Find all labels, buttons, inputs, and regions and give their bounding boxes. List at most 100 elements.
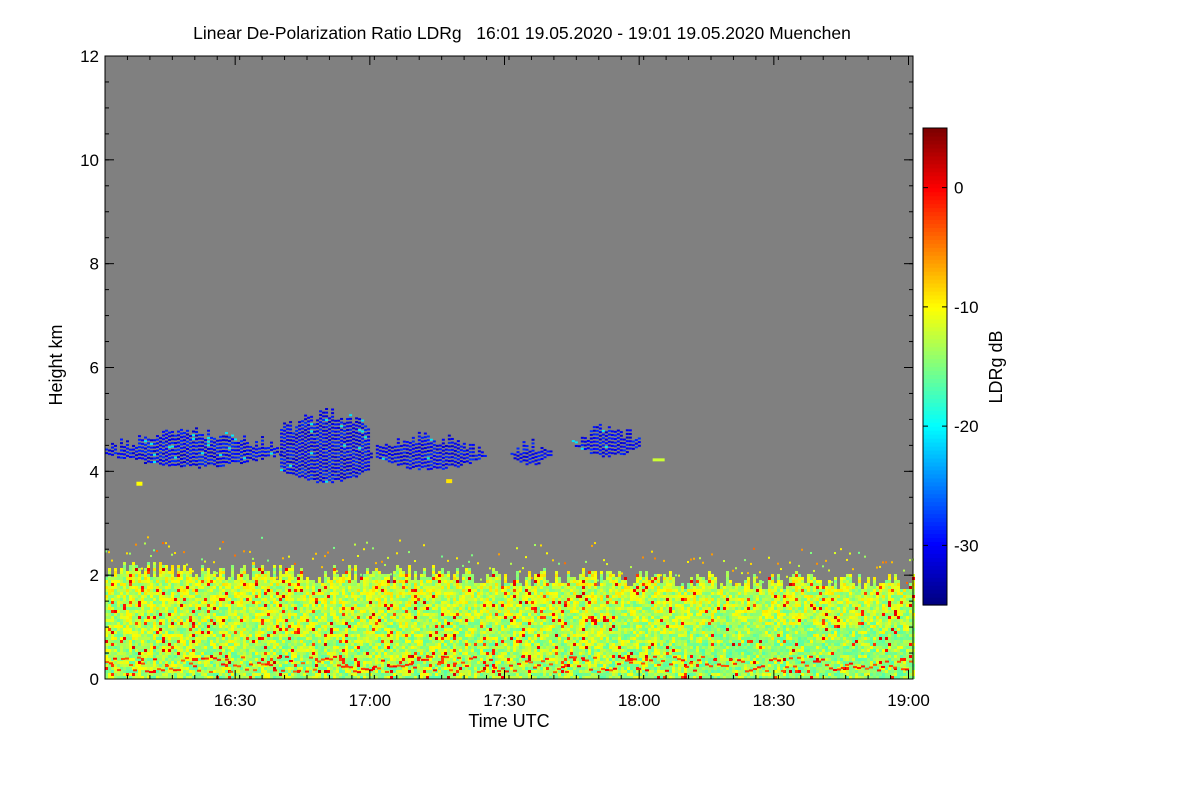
aerosol-cell bbox=[489, 649, 492, 652]
aerosol-cell bbox=[327, 634, 330, 637]
aerosol-cell bbox=[141, 667, 144, 670]
aerosol-cell bbox=[198, 616, 201, 619]
aerosol-cell bbox=[333, 664, 336, 667]
aerosol-cell bbox=[303, 595, 306, 598]
aerosol-cell bbox=[408, 661, 411, 664]
aerosol-cell bbox=[195, 595, 198, 598]
aerosol-cell bbox=[225, 643, 228, 646]
aerosol-cell bbox=[516, 625, 519, 628]
aerosol-cell bbox=[465, 643, 468, 646]
aerosol-cell bbox=[222, 586, 225, 589]
aerosol-cell bbox=[321, 604, 324, 607]
aerosol-cell bbox=[273, 589, 276, 592]
aerosol-cell bbox=[438, 598, 441, 601]
aerosol-cell bbox=[204, 667, 207, 670]
aerosol-cell bbox=[456, 577, 459, 580]
aerosol-cell bbox=[312, 595, 315, 598]
aerosol-cell bbox=[324, 628, 327, 631]
aerosol-cell bbox=[330, 580, 333, 583]
aerosol-cell bbox=[411, 661, 414, 664]
aerosol-cell bbox=[120, 616, 123, 619]
aerosol-cell bbox=[414, 670, 417, 673]
aerosol-cell bbox=[375, 664, 378, 667]
aerosol-cell bbox=[429, 670, 432, 673]
aerosol-cell bbox=[390, 604, 393, 607]
aerosol-cell bbox=[126, 670, 129, 673]
aerosol-cell bbox=[267, 646, 270, 649]
aerosol-cell bbox=[135, 571, 138, 574]
aerosol-cell bbox=[390, 667, 393, 670]
aerosol-cell bbox=[258, 604, 261, 607]
aerosol-cell bbox=[333, 607, 336, 610]
aerosol-cell bbox=[306, 661, 309, 664]
aerosol-cell bbox=[174, 628, 177, 631]
aerosol-cell bbox=[360, 670, 363, 673]
aerosol-cell bbox=[144, 604, 147, 607]
aerosol-cell bbox=[216, 592, 219, 595]
aerosol-cell bbox=[366, 601, 369, 604]
aerosol-cell bbox=[120, 610, 123, 613]
aerosol-cell bbox=[228, 592, 231, 595]
aerosol-cell bbox=[516, 664, 519, 667]
aerosol-cell bbox=[132, 577, 135, 580]
aerosol-cell bbox=[402, 589, 405, 592]
aerosol-cell bbox=[312, 583, 315, 586]
aerosol-cell bbox=[231, 661, 234, 664]
aerosol-cell bbox=[369, 652, 372, 655]
aerosol-cell bbox=[321, 616, 324, 619]
aerosol-cell bbox=[336, 577, 339, 580]
aerosol-cell bbox=[306, 664, 309, 667]
aerosol-cell bbox=[144, 607, 147, 610]
aerosol-cell bbox=[168, 673, 171, 676]
aerosol-cell bbox=[351, 634, 354, 637]
aerosol-cell bbox=[441, 667, 444, 670]
aerosol-cell bbox=[261, 619, 264, 622]
aerosol-cell bbox=[141, 631, 144, 634]
aerosol-cell bbox=[480, 652, 483, 655]
aerosol-cell bbox=[204, 604, 207, 607]
aerosol-cell bbox=[333, 589, 336, 592]
aerosol-cell bbox=[267, 661, 270, 664]
aerosol-cell bbox=[447, 622, 450, 625]
aerosol-cell bbox=[267, 622, 270, 625]
aerosol-cell bbox=[453, 601, 456, 604]
aerosol-cell bbox=[408, 628, 411, 631]
aerosol-cell bbox=[366, 673, 369, 676]
aerosol-cell bbox=[354, 607, 357, 610]
aerosol-cell bbox=[159, 622, 162, 625]
aerosol-cell bbox=[519, 676, 522, 679]
aerosol-cell bbox=[327, 661, 330, 664]
aerosol-cell bbox=[147, 616, 150, 619]
aerosol-cell bbox=[267, 598, 270, 601]
aerosol-cell bbox=[321, 625, 324, 628]
aerosol-cell bbox=[174, 583, 177, 586]
aerosol-cell bbox=[183, 571, 186, 574]
aerosol-cell bbox=[405, 619, 408, 622]
aerosol-cell bbox=[153, 583, 156, 586]
aerosol-cell bbox=[216, 598, 219, 601]
aerosol-cell bbox=[414, 652, 417, 655]
aerosol-cell bbox=[312, 652, 315, 655]
aerosol-cell bbox=[132, 601, 135, 604]
aerosol-cell bbox=[111, 595, 114, 598]
aerosol-cell bbox=[189, 601, 192, 604]
aerosol-speckle bbox=[321, 566, 323, 569]
aerosol-cell bbox=[246, 592, 249, 595]
aerosol-cell bbox=[495, 655, 498, 658]
aerosol-cell bbox=[285, 646, 288, 649]
aerosol-cell bbox=[486, 574, 489, 577]
aerosol-cell bbox=[357, 631, 360, 634]
aerosol-speckle bbox=[315, 552, 317, 555]
aerosol-cell bbox=[153, 601, 156, 604]
aerosol-cell bbox=[288, 604, 291, 607]
aerosol-cell bbox=[447, 616, 450, 619]
aerosol-cell bbox=[399, 604, 402, 607]
aerosol-cell bbox=[237, 658, 240, 661]
aerosol-cell bbox=[402, 643, 405, 646]
aerosol-cell bbox=[237, 637, 240, 640]
aerosol-cell bbox=[258, 652, 261, 655]
aerosol-cell bbox=[465, 628, 468, 631]
aerosol-cell bbox=[219, 622, 222, 625]
aerosol-cell bbox=[156, 604, 159, 607]
aerosol-cell bbox=[327, 589, 330, 592]
